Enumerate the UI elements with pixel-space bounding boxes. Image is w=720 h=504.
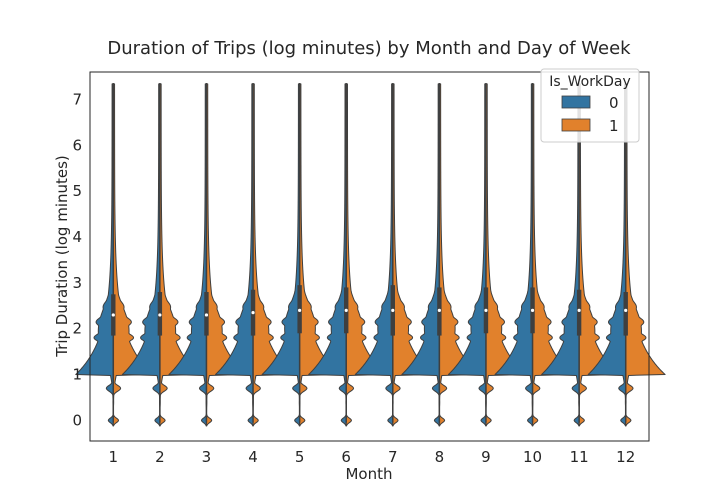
violin-median: [298, 308, 302, 312]
x-tick-label: 9: [481, 448, 491, 466]
violin-iqr-box: [576, 289, 582, 336]
y-tick-label: 1: [72, 366, 82, 384]
violin-half-0-month-1: [75, 82, 114, 427]
legend-label-1: 1: [609, 117, 619, 135]
x-tick-label: 1: [109, 448, 119, 466]
x-tick-label: 8: [435, 448, 445, 466]
x-tick-label: 5: [295, 448, 305, 466]
y-tick-label: 2: [72, 320, 82, 338]
violin-median: [204, 313, 209, 317]
violin-iqr-box: [623, 292, 628, 336]
violin-median: [484, 308, 488, 312]
violin-half-0-month-8: [401, 82, 440, 427]
violin-half-0-month-5: [261, 82, 301, 427]
violin-median: [158, 313, 162, 317]
y-tick-label: 4: [72, 228, 82, 246]
x-tick-label: 3: [202, 448, 212, 466]
violin-median: [391, 308, 395, 312]
x-tick-label: 10: [523, 448, 542, 466]
violin-median: [624, 308, 628, 312]
x-tick-label: 12: [616, 448, 635, 466]
violin-median: [344, 308, 348, 312]
violin-median: [577, 308, 581, 312]
x-tick-label: 6: [341, 448, 351, 466]
violin-half-0-month-9: [447, 82, 487, 427]
violin-median: [111, 313, 115, 317]
x-axis-ticks: 1 2 3 4 5 6 7 8 9 10 11 12: [109, 448, 636, 466]
violin-half-0-month-3: [168, 82, 207, 427]
x-tick-label: 11: [570, 448, 589, 466]
legend-swatch-0: [561, 95, 591, 109]
plot-frame: [89, 71, 650, 442]
violin-median: [251, 311, 255, 315]
violin-half-0-month-6: [308, 82, 347, 427]
x-tick-label: 4: [248, 448, 258, 466]
x-tick-label: 2: [155, 448, 165, 466]
violin-half-0-month-2: [121, 82, 161, 427]
y-tick-label: 6: [72, 136, 82, 154]
legend-label-0: 0: [609, 94, 619, 112]
violin-median: [437, 308, 441, 312]
y-tick-label: 5: [72, 182, 82, 200]
y-axis-ticks: 0 1 2 3 4 5 6 7: [72, 91, 82, 430]
violin-half-0-month-4: [215, 82, 254, 427]
legend: Is_WorkDay 0 1: [540, 68, 640, 143]
legend-swatch-1: [561, 118, 591, 132]
violin-median: [530, 308, 535, 312]
legend-title: Is_WorkDay: [549, 74, 631, 90]
violin-half-0-month-10: [494, 82, 534, 427]
y-tick-label: 3: [72, 274, 82, 292]
x-tick-label: 7: [388, 448, 398, 466]
y-tick-label: 7: [72, 91, 82, 109]
x-axis-label: Month: [345, 465, 392, 483]
y-axis-label: Trip Duration (log minutes): [53, 155, 71, 358]
violins-layer: [75, 82, 666, 427]
y-tick-label: 0: [72, 411, 82, 429]
chart-title: Duration of Trips (log minutes) by Month…: [107, 38, 631, 59]
violin-half-0-month-7: [354, 82, 394, 427]
